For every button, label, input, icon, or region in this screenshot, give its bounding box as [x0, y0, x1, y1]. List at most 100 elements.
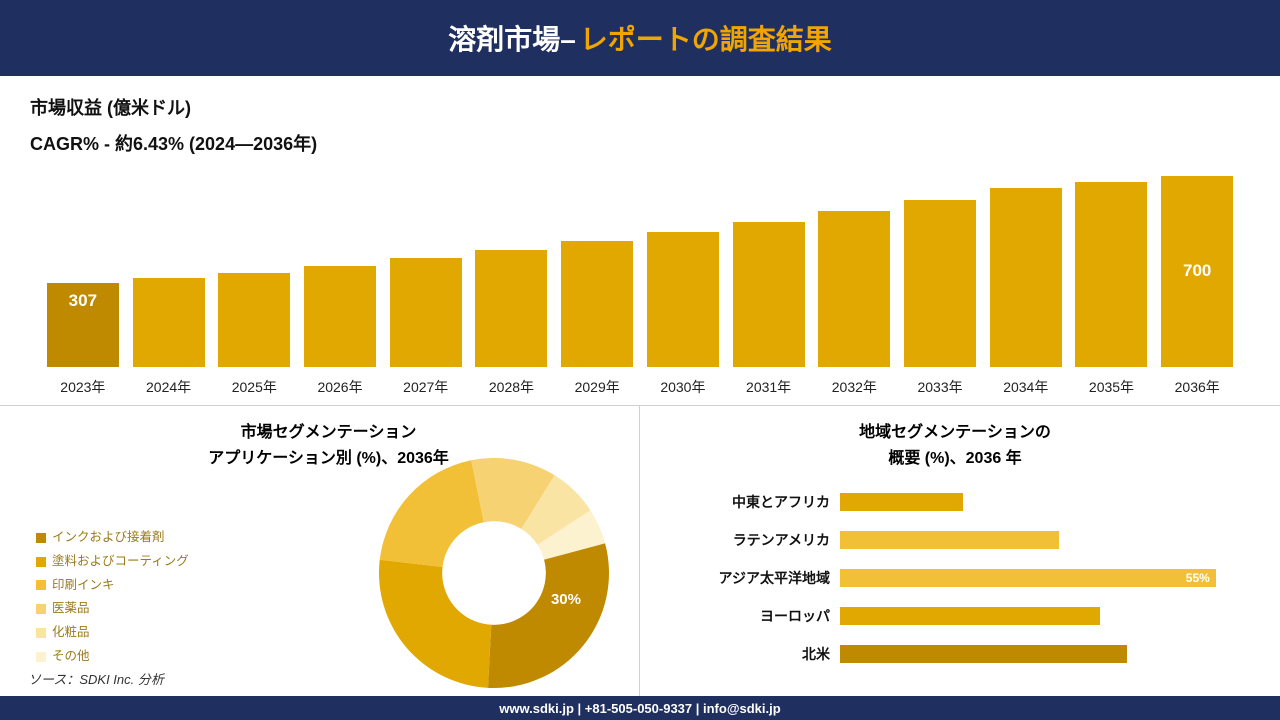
bar-column: 2032年: [811, 157, 897, 397]
region-label: ヨーロッパ: [670, 606, 840, 626]
legend-label: インクおよび接着剤: [52, 526, 165, 550]
bar: [1075, 182, 1147, 367]
bar-column: 2027年: [383, 157, 469, 397]
bar: [218, 273, 290, 367]
legend-swatch: [36, 604, 46, 614]
region-label: ラテンアメリカ: [670, 530, 840, 550]
bottom-panels: 市場セグメンテーション アプリケーション別 (%)、2036年 インクおよび接着…: [0, 406, 1280, 696]
legend-swatch: [36, 533, 46, 543]
region-bar-wrap: [840, 531, 1250, 549]
bar-category-label: 2030年: [660, 377, 705, 397]
legend-label: その他: [52, 645, 90, 669]
legend-label: 医薬品: [52, 597, 90, 621]
legend-item: 医薬品: [36, 597, 189, 621]
bar-column: 700 2036年: [1154, 157, 1240, 397]
bar-category-label: 2036年: [1175, 377, 1220, 397]
region-row: ラテンアメリカ: [670, 522, 1250, 558]
bar-column: 2026年: [297, 157, 383, 397]
legend-item: 塗料およびコーティング: [36, 550, 189, 574]
legend-swatch: [36, 557, 46, 567]
bar: [475, 250, 547, 367]
bar: [390, 258, 462, 367]
region-bar: [840, 645, 1127, 663]
bar-column: 2034年: [983, 157, 1069, 397]
region-bar: [840, 607, 1100, 625]
region-panel: 地域セグメンテーションの 概要 (%)、2036 年 中東とアフリカラテンアメリ…: [640, 406, 1280, 696]
bar-category-label: 2025年: [232, 377, 277, 397]
bar-column: 2030年: [640, 157, 726, 397]
bar: [904, 200, 976, 367]
footer-bar: www.sdki.jp | +81-505-050-9337 | info@sd…: [0, 696, 1280, 720]
bar-column: 2024年: [126, 157, 212, 397]
bar-category-label: 2031年: [746, 377, 791, 397]
bar-category-label: 2029年: [575, 377, 620, 397]
bar: [990, 188, 1062, 367]
bar: [133, 278, 205, 367]
bar-column: 2029年: [554, 157, 640, 397]
bar: [561, 241, 633, 367]
header-title-part2: レポートの調査結果: [580, 18, 832, 58]
region-row: アジア太平洋地域55%: [670, 560, 1250, 596]
bar-category-label: 2026年: [317, 377, 362, 397]
region-bar-wrap: 55%: [840, 569, 1250, 587]
bar-category-label: 2034年: [1003, 377, 1048, 397]
bar-value-label: 700: [1183, 261, 1211, 281]
region-title-line2: 概要 (%)、2036 年: [888, 450, 1021, 467]
legend-swatch: [36, 628, 46, 638]
legend-item: インクおよび接着剤: [36, 526, 189, 550]
bar: [818, 211, 890, 367]
bar-column: 2028年: [469, 157, 555, 397]
legend-item: 化粧品: [36, 621, 189, 645]
region-row: 中東とアフリカ: [670, 484, 1250, 520]
legend-item: その他: [36, 645, 189, 669]
donut-chart: 30%: [379, 458, 609, 688]
bar-value-label: 307: [69, 291, 97, 311]
region-label: 北米: [670, 644, 840, 664]
header-bar: 溶剤市場– レポートの調査結果: [0, 0, 1280, 76]
region-bar: 55%: [840, 569, 1216, 587]
region-bar-wrap: [840, 645, 1250, 663]
legend-item: 印刷インキ: [36, 574, 189, 598]
legend-label: 印刷インキ: [52, 574, 115, 598]
region-label: アジア太平洋地域: [670, 568, 840, 588]
bar-category-label: 2023年: [60, 377, 105, 397]
source-text: ソース：SDKI Inc. 分析: [28, 669, 164, 688]
legend-label: 化粧品: [52, 621, 90, 645]
bar-column: 2033年: [897, 157, 983, 397]
region-row: 北米: [670, 636, 1250, 672]
region-label: 中東とアフリカ: [670, 492, 840, 512]
region-bars: 中東とアフリカラテンアメリカアジア太平洋地域55%ヨーロッパ北米: [670, 484, 1250, 676]
bar-chart-panel: 市場収益 (億米ドル) CAGR% - 約6.43% (2024―2036年) …: [0, 76, 1280, 406]
bar: [304, 266, 376, 367]
bar-column: 2035年: [1069, 157, 1155, 397]
bar-chart-subtitle1: 市場収益 (億米ドル): [30, 94, 1250, 120]
region-bar: [840, 531, 1059, 549]
region-title: 地域セグメンテーションの 概要 (%)、2036 年: [660, 420, 1250, 471]
region-bar-wrap: [840, 607, 1250, 625]
legend-label: 塗料およびコーティング: [52, 550, 189, 574]
bars-area: 307 2023年 2024年 2025年 2026年 2027年 2028年 2029年 20…: [40, 157, 1240, 397]
footer-text: www.sdki.jp | +81-505-050-9337 | info@sd…: [499, 701, 780, 716]
legend-swatch: [36, 652, 46, 662]
donut-title-line1: 市場セグメンテーション: [241, 424, 417, 441]
region-row: ヨーロッパ: [670, 598, 1250, 634]
bar-category-label: 2024年: [146, 377, 191, 397]
donut-legend: インクおよび接着剤塗料およびコーティング印刷インキ医薬品化粧品その他: [36, 526, 189, 669]
bar-column: 307 2023年: [40, 157, 126, 397]
donut-svg: [379, 458, 609, 688]
bar-chart-subtitle2: CAGR% - 約6.43% (2024―2036年): [30, 130, 1250, 156]
bar: [647, 232, 719, 367]
bar-column: 2031年: [726, 157, 812, 397]
donut-hole: [442, 521, 546, 625]
legend-swatch: [36, 580, 46, 590]
region-bar-wrap: [840, 493, 1250, 511]
bar-category-label: 2028年: [489, 377, 534, 397]
bar-category-label: 2027年: [403, 377, 448, 397]
bar-column: 2025年: [211, 157, 297, 397]
donut-highlight-label: 30%: [551, 591, 581, 608]
bar-category-label: 2032年: [832, 377, 877, 397]
header-title-part1: 溶剤市場–: [448, 18, 576, 58]
bar-category-label: 2035年: [1089, 377, 1134, 397]
region-title-line1: 地域セグメンテーションの: [859, 424, 1051, 441]
bar: 307: [47, 283, 119, 367]
